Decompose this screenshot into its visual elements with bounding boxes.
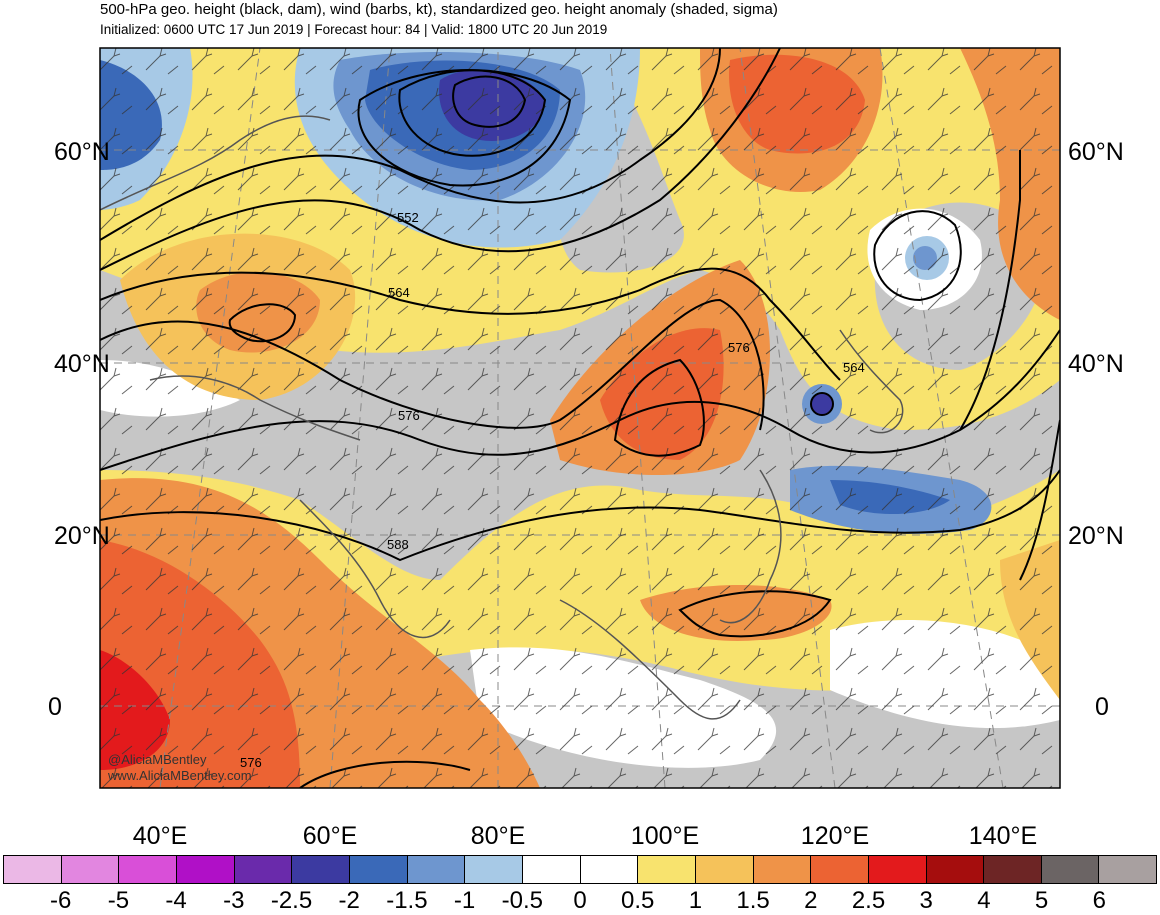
colorbar-label: -5 bbox=[107, 887, 130, 914]
colorbar-box bbox=[407, 856, 466, 883]
colorbar-label: -1 bbox=[453, 887, 476, 914]
lat-label-left-0: 0 bbox=[48, 693, 62, 721]
colorbar-label: -2 bbox=[338, 887, 360, 914]
lat-label-right-60n: 60°N bbox=[1068, 138, 1124, 166]
lat-label-left-20n: 20°N bbox=[54, 522, 110, 550]
colorbar-label: -6 bbox=[50, 887, 72, 914]
map-frame bbox=[99, 47, 1061, 789]
height-contours bbox=[100, 48, 1060, 788]
colorbar-box bbox=[926, 856, 985, 883]
colorbar-box bbox=[234, 856, 293, 883]
colorbar-box bbox=[868, 856, 927, 883]
colorbar-label: 3 bbox=[919, 887, 933, 914]
colorbar-box bbox=[580, 856, 639, 883]
contour-label: 576 bbox=[398, 408, 420, 423]
colorbar-box bbox=[349, 856, 408, 883]
colorbar-box bbox=[811, 856, 869, 883]
lat-label-right-0: 0 bbox=[1095, 693, 1109, 721]
colorbar-box bbox=[753, 856, 812, 883]
lat-label-left-40n: 40°N bbox=[54, 350, 110, 378]
lon-label-140e: 140°E bbox=[968, 822, 1038, 850]
colorbar-box bbox=[119, 856, 177, 883]
credit-handle: @AliciaMBentley bbox=[108, 752, 207, 767]
colorbar-label: -0.5 bbox=[501, 887, 543, 914]
colorbar-label: 2 bbox=[804, 887, 818, 914]
contour-label: 576 bbox=[240, 755, 262, 770]
lon-label-120e: 120°E bbox=[800, 822, 870, 850]
lon-label-100e: 100°E bbox=[630, 822, 700, 850]
colorbar-label: 0.5 bbox=[621, 887, 655, 914]
lat-label-left-60n: 60°N bbox=[54, 138, 110, 166]
colorbar-box bbox=[176, 856, 235, 883]
colorbar-label: 4 bbox=[977, 887, 991, 914]
contour-label: 576 bbox=[728, 340, 750, 355]
credit-website: www.AliciaMBentley.com bbox=[108, 768, 252, 783]
colorbar-box bbox=[4, 856, 62, 883]
map-title: 500-hPa geo. height (black, dam), wind (… bbox=[100, 1, 778, 18]
lat-label-right-40n: 40°N bbox=[1068, 350, 1124, 378]
coastlines bbox=[100, 115, 904, 720]
lat-label-right-20n: 20°N bbox=[1068, 522, 1124, 550]
colorbar-label: 5 bbox=[1034, 887, 1049, 914]
lon-label-40e: 40°E bbox=[132, 822, 188, 850]
colorbar-box bbox=[465, 856, 523, 883]
colorbar-label: 0 bbox=[573, 887, 587, 914]
colorbar-label: -2.5 bbox=[270, 887, 313, 914]
colorbar-label: 1.5 bbox=[736, 887, 770, 914]
colorbar-box bbox=[695, 856, 754, 883]
contour-label: 588 bbox=[387, 537, 409, 552]
colorbar-box bbox=[292, 856, 350, 883]
colorbar-label: -1.5 bbox=[386, 887, 428, 914]
colorbar-label: 6 bbox=[1092, 887, 1106, 914]
lon-label-80e: 80°E bbox=[470, 822, 526, 850]
colorbar bbox=[3, 855, 1157, 884]
map-subtitle: Initialized: 0600 UTC 17 Jun 2019 | Fore… bbox=[100, 22, 608, 37]
colorbar-label: -4 bbox=[165, 887, 187, 914]
colorbar-box bbox=[61, 856, 120, 883]
map-area bbox=[100, 48, 1060, 788]
contour-label: 564 bbox=[388, 285, 410, 300]
colorbar-label: 2.5 bbox=[851, 887, 886, 914]
colorbar-box bbox=[1099, 856, 1157, 883]
colorbar-box bbox=[984, 856, 1042, 883]
lon-label-60e: 60°E bbox=[302, 822, 358, 850]
contour-label: 564 bbox=[843, 360, 865, 375]
colorbar-label: 1 bbox=[688, 887, 703, 914]
contour-label: 552 bbox=[397, 210, 419, 225]
colorbar-box bbox=[1041, 856, 1100, 883]
colorbar-label: -3 bbox=[223, 887, 245, 914]
colorbar-box bbox=[522, 856, 581, 883]
colorbar-box bbox=[638, 856, 696, 883]
